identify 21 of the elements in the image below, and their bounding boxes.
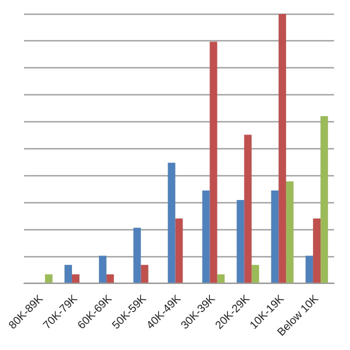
bar: [306, 256, 314, 283]
bar: [217, 274, 225, 283]
bar: [271, 190, 279, 283]
bar: [320, 116, 328, 283]
bar: [286, 181, 294, 283]
bar: [313, 218, 321, 283]
bar: [202, 190, 210, 283]
bar: [106, 274, 114, 283]
bar: [64, 264, 72, 283]
bar: [244, 134, 252, 283]
bar: [140, 264, 148, 283]
bar: [168, 162, 176, 283]
bar: [252, 264, 260, 283]
bar: [175, 218, 183, 283]
bar: [98, 256, 106, 283]
bar: [72, 274, 80, 283]
bar: [133, 228, 141, 283]
bar: [210, 42, 218, 283]
bar: [45, 274, 52, 283]
bar: [278, 14, 286, 283]
bar: [236, 200, 244, 283]
